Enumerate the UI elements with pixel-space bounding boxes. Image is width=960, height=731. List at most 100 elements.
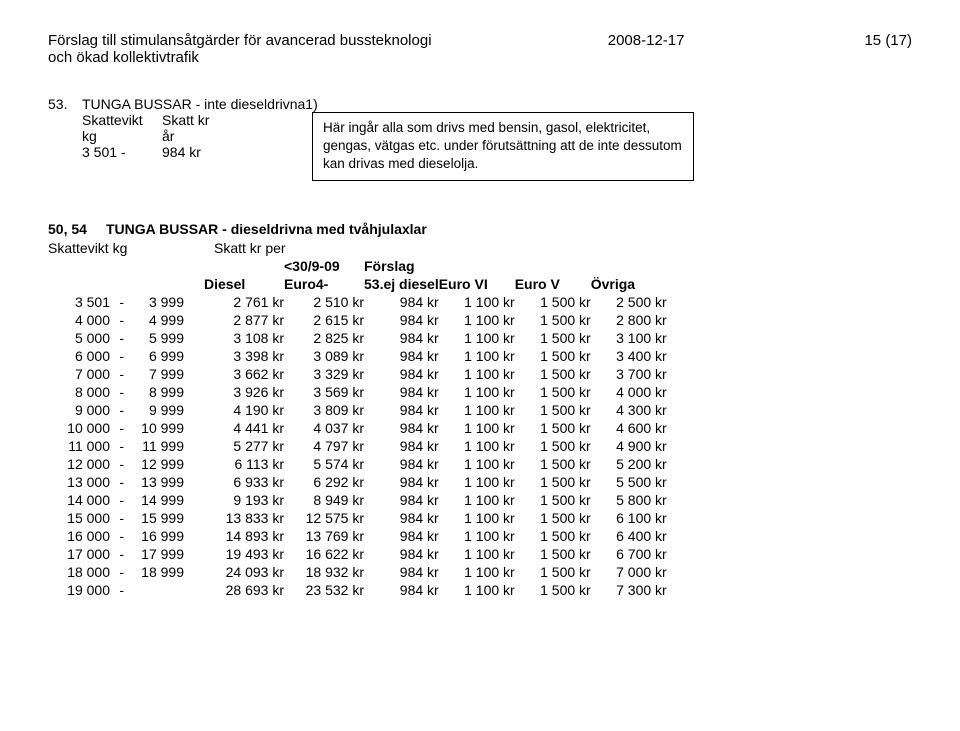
cell-diesel: 24 093 kr (184, 563, 284, 581)
header-title: Förslag till stimulansåtgärder för avanc… (48, 32, 432, 66)
cell-diesel: 4 190 kr (184, 401, 284, 419)
page-header: Förslag till stimulansåtgärder för avanc… (48, 32, 912, 66)
cell-ov: 5 800 kr (591, 491, 667, 509)
cell-e5: 1 500 kr (515, 509, 591, 527)
cell-e5: 1 500 kr (515, 473, 591, 491)
cell-ov: 2 800 kr (591, 311, 667, 329)
header-date: 2008-12-17 (608, 32, 685, 66)
cell-euro4: 2 825 kr (284, 329, 364, 347)
hdr-skattevikt: Skattevikt kg (48, 239, 184, 257)
s53-head-col2: Skatt kr (162, 112, 262, 128)
cell-diesel: 3 662 kr (184, 365, 284, 383)
cell-ov: 7 300 kr (591, 581, 667, 599)
cell-sep: - (110, 527, 124, 545)
cell-lo: 19 000 (48, 581, 110, 599)
cell-e6: 1 100 kr (439, 347, 515, 365)
cell-ej: 984 kr (364, 347, 439, 365)
hdr-forslag: Förslag (364, 257, 439, 275)
cell-sep: - (110, 329, 124, 347)
cell-lo: 5 000 (48, 329, 110, 347)
cell-sep: - (110, 401, 124, 419)
cell-hi: 7 999 (124, 365, 184, 383)
s53-row-col2: år (162, 128, 262, 144)
hdr-ej: 53.ej diesel (364, 275, 439, 293)
cell-ov: 4 000 kr (591, 383, 667, 401)
cell-e5: 1 500 kr (515, 545, 591, 563)
cell-lo: 13 000 (48, 473, 110, 491)
cell-diesel: 28 693 kr (184, 581, 284, 599)
cell-hi: 8 999 (124, 383, 184, 401)
cell-euro4: 16 622 kr (284, 545, 364, 563)
table-row: 11 000-11 9995 277 kr4 797 kr984 kr1 100… (48, 437, 667, 455)
cell-ej: 984 kr (364, 293, 439, 311)
cell-lo: 14 000 (48, 491, 110, 509)
cell-lo: 16 000 (48, 527, 110, 545)
cell-lo: 3 501 (48, 293, 110, 311)
table-row: 19 000-28 693 kr23 532 kr984 kr1 100 kr1… (48, 581, 667, 599)
cell-ej: 984 kr (364, 437, 439, 455)
cell-diesel: 2 761 kr (184, 293, 284, 311)
cell-ov: 3 400 kr (591, 347, 667, 365)
cell-e6: 1 100 kr (439, 419, 515, 437)
table-row: 12 000-12 9996 113 kr5 574 kr984 kr1 100… (48, 455, 667, 473)
table-row: 15 000-15 99913 833 kr12 575 kr984 kr1 1… (48, 509, 667, 527)
cell-hi: 9 999 (124, 401, 184, 419)
table-row: 13 000-13 9996 933 kr6 292 kr984 kr1 100… (48, 473, 667, 491)
cell-euro4: 13 769 kr (284, 527, 364, 545)
cell-hi: 13 999 (124, 473, 184, 491)
s53-val-col2: 984 kr (162, 144, 262, 160)
cell-hi (124, 581, 184, 599)
cell-ej: 984 kr (364, 473, 439, 491)
cell-e6: 1 100 kr (439, 311, 515, 329)
cell-diesel: 3 926 kr (184, 383, 284, 401)
cell-e5: 1 500 kr (515, 563, 591, 581)
cell-e6: 1 100 kr (439, 383, 515, 401)
cell-euro4: 4 037 kr (284, 419, 364, 437)
cell-hi: 6 999 (124, 347, 184, 365)
cell-ej: 984 kr (364, 419, 439, 437)
cell-e5: 1 500 kr (515, 365, 591, 383)
table-row: 17 000-17 99919 493 kr16 622 kr984 kr1 1… (48, 545, 667, 563)
cell-ej: 984 kr (364, 581, 439, 599)
cell-ov: 3 700 kr (591, 365, 667, 383)
cell-sep: - (110, 491, 124, 509)
cell-e5: 1 500 kr (515, 491, 591, 509)
section-50-num: 50, 54 (48, 221, 106, 237)
cell-e6: 1 100 kr (439, 545, 515, 563)
table-row: 5 000-5 9993 108 kr2 825 kr984 kr1 100 k… (48, 329, 667, 347)
cell-euro4: 3 809 kr (284, 401, 364, 419)
cell-hi: 15 999 (124, 509, 184, 527)
cell-sep: - (110, 311, 124, 329)
cell-e6: 1 100 kr (439, 401, 515, 419)
cell-ej: 984 kr (364, 527, 439, 545)
cell-ov: 6 400 kr (591, 527, 667, 545)
cell-euro4: 23 532 kr (284, 581, 364, 599)
cell-ej: 984 kr (364, 401, 439, 419)
cell-diesel: 14 893 kr (184, 527, 284, 545)
section-53-note-box: Här ingår alla som drivs med bensin, gas… (312, 112, 694, 181)
cell-hi: 16 999 (124, 527, 184, 545)
cell-e5: 1 500 kr (515, 419, 591, 437)
header-page: 15 (17) (864, 32, 912, 66)
cell-e5: 1 500 kr (515, 527, 591, 545)
table-row: 10 000-10 9994 441 kr4 037 kr984 kr1 100… (48, 419, 667, 437)
cell-lo: 9 000 (48, 401, 110, 419)
cell-e5: 1 500 kr (515, 347, 591, 365)
cell-ov: 3 100 kr (591, 329, 667, 347)
cell-e6: 1 100 kr (439, 563, 515, 581)
section-53-title: TUNGA BUSSAR - inte dieseldrivna1) (82, 96, 912, 112)
table-row: 9 000-9 9994 190 kr3 809 kr984 kr1 100 k… (48, 401, 667, 419)
hdr-e6: Euro VI (439, 275, 515, 293)
hdr-euro4: Euro4- (284, 275, 364, 293)
cell-euro4: 3 329 kr (284, 365, 364, 383)
cell-sep: - (110, 293, 124, 311)
cell-lo: 12 000 (48, 455, 110, 473)
cell-e6: 1 100 kr (439, 329, 515, 347)
cell-e6: 1 100 kr (439, 365, 515, 383)
cell-e5: 1 500 kr (515, 329, 591, 347)
cell-e6: 1 100 kr (439, 455, 515, 473)
cell-sep: - (110, 509, 124, 527)
cell-diesel: 5 277 kr (184, 437, 284, 455)
cell-hi: 18 999 (124, 563, 184, 581)
cell-lo: 17 000 (48, 545, 110, 563)
